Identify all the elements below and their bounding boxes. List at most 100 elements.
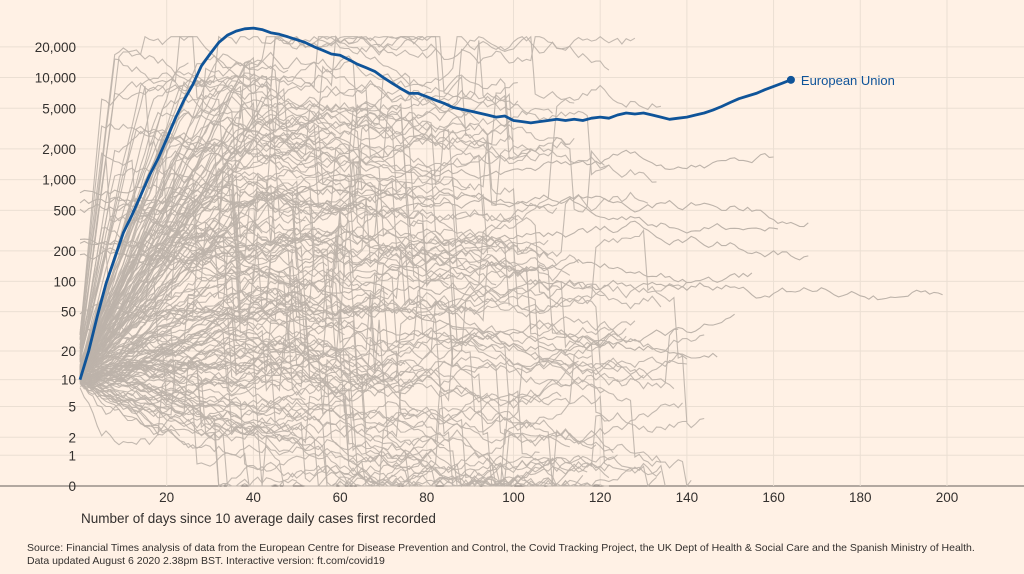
x-tick-label: 40 xyxy=(246,490,261,505)
country-line xyxy=(79,186,778,234)
x-tick-label: 140 xyxy=(676,490,699,505)
country-line xyxy=(79,63,657,369)
country-line xyxy=(79,381,662,472)
y-tick-label: 100 xyxy=(53,274,76,289)
country-line xyxy=(79,378,397,487)
y-axis-tick-labels: 0 1 2 5 10 20 50 100 200 500 1,000 2,000 5,000 10,000… xyxy=(35,40,76,494)
country-line xyxy=(79,380,609,487)
y-tick-label: 5,000 xyxy=(42,101,76,116)
country-line xyxy=(79,158,531,436)
x-axis-label: Number of days since 10 average daily ca… xyxy=(81,511,436,526)
country-line xyxy=(79,192,558,378)
country-line xyxy=(79,164,705,369)
y-tick-label: 2,000 xyxy=(42,142,76,157)
country-line xyxy=(79,299,406,379)
x-axis-tick-labels: 20 40 60 80 100 120 140 160 180 200 xyxy=(159,490,958,505)
source-note: Source: Financial Times analysis of data… xyxy=(27,542,1017,568)
country-line xyxy=(79,276,206,404)
country-line xyxy=(79,376,241,436)
y-tick-label: 500 xyxy=(53,203,76,218)
country-line xyxy=(79,128,510,372)
background-country-lines xyxy=(79,35,943,488)
country-line xyxy=(79,253,276,375)
country-line xyxy=(79,36,254,346)
y-tick-label: 200 xyxy=(53,244,76,259)
country-line xyxy=(79,380,540,488)
x-tick-label: 160 xyxy=(762,490,785,505)
country-line xyxy=(79,35,662,365)
country-line xyxy=(79,303,718,359)
country-line xyxy=(79,86,497,361)
country-line xyxy=(79,216,237,380)
country-line xyxy=(79,383,250,487)
country-line xyxy=(79,273,393,382)
country-line xyxy=(79,202,306,375)
country-line xyxy=(79,110,510,373)
country-line xyxy=(79,301,688,379)
country-line xyxy=(79,251,618,368)
country-line xyxy=(79,263,254,375)
x-tick-label: 100 xyxy=(502,490,525,505)
data-updated-line: Data updated August 6 2020 2.38pm BST. I… xyxy=(27,555,385,567)
country-line xyxy=(79,309,735,352)
x-tick-label: 120 xyxy=(589,490,612,505)
x-tick-label: 80 xyxy=(419,490,434,505)
country-line xyxy=(79,249,245,360)
country-line xyxy=(79,303,467,403)
country-line xyxy=(79,366,558,487)
y-tick-label: 50 xyxy=(61,305,76,320)
y-tick-label: 1 xyxy=(68,448,76,463)
highlight-series-group: European Union xyxy=(78,26,895,381)
country-line xyxy=(79,110,605,370)
country-line xyxy=(79,254,302,379)
country-line xyxy=(79,372,692,488)
x-tick-label: 60 xyxy=(333,490,348,505)
country-line xyxy=(79,377,497,488)
x-tick-label: 200 xyxy=(936,490,959,505)
country-line xyxy=(79,107,575,360)
y-tick-label: 2 xyxy=(68,430,76,445)
european-union-line xyxy=(78,26,792,381)
country-line xyxy=(79,238,943,301)
country-line xyxy=(79,58,610,375)
x-tick-label: 20 xyxy=(159,490,174,505)
country-line xyxy=(79,35,575,368)
country-line xyxy=(79,108,687,433)
country-line xyxy=(79,102,553,370)
country-line xyxy=(79,59,289,376)
y-tick-label: 0 xyxy=(68,479,76,494)
country-line xyxy=(79,255,675,390)
country-line xyxy=(80,373,592,487)
country-line xyxy=(79,248,753,284)
country-line xyxy=(79,146,597,450)
country-line xyxy=(79,244,644,386)
country-line xyxy=(79,320,566,487)
y-tick-label: 1,000 xyxy=(42,173,76,188)
y-tick-label: 5 xyxy=(68,400,76,415)
country-line xyxy=(79,176,518,369)
country-line xyxy=(79,122,167,335)
country-line xyxy=(79,345,289,383)
country-line xyxy=(79,149,774,197)
country-line xyxy=(79,62,189,352)
source-line: Source: Financial Times analysis of data… xyxy=(27,542,975,554)
country-line xyxy=(79,316,627,403)
country-line xyxy=(79,36,636,379)
y-tick-label: 10 xyxy=(61,373,76,388)
country-line xyxy=(79,220,809,261)
y-tick-label: 20,000 xyxy=(35,40,76,55)
country-line xyxy=(79,360,610,487)
country-line xyxy=(79,358,662,478)
country-line xyxy=(79,71,341,370)
country-line xyxy=(79,35,432,349)
country-line xyxy=(79,83,570,376)
country-line xyxy=(79,102,488,378)
country-line xyxy=(79,35,285,341)
country-line xyxy=(79,267,415,382)
country-line xyxy=(79,136,649,378)
country-line xyxy=(79,293,609,487)
european-union-label: European Union xyxy=(801,73,895,88)
y-tick-label: 10,000 xyxy=(35,71,76,86)
country-line xyxy=(79,339,610,467)
